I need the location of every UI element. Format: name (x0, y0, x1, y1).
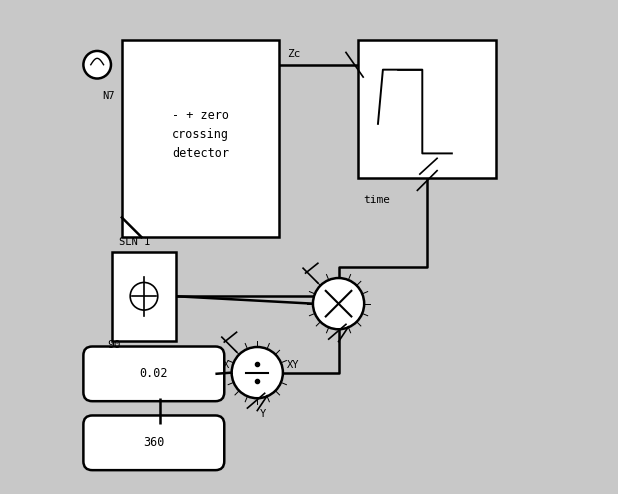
Text: 90: 90 (107, 340, 121, 350)
Bar (112, 252, 176, 340)
Bar (358, 40, 496, 178)
Bar (122, 40, 279, 237)
Circle shape (232, 347, 283, 398)
Text: time: time (363, 195, 390, 205)
Circle shape (130, 283, 158, 310)
Text: SLN 1: SLN 1 (119, 237, 151, 247)
Text: 360: 360 (143, 436, 164, 450)
FancyBboxPatch shape (83, 415, 224, 470)
Text: X: X (223, 360, 229, 370)
Text: N7: N7 (102, 91, 114, 101)
Text: 0.02: 0.02 (140, 368, 168, 380)
Text: - + zero
crossing
detector: - + zero crossing detector (172, 109, 229, 160)
Circle shape (83, 51, 111, 79)
Circle shape (313, 278, 364, 329)
Text: Zc: Zc (287, 49, 300, 59)
Text: XY: XY (287, 360, 299, 370)
Text: Y: Y (260, 409, 266, 419)
FancyBboxPatch shape (83, 346, 224, 401)
